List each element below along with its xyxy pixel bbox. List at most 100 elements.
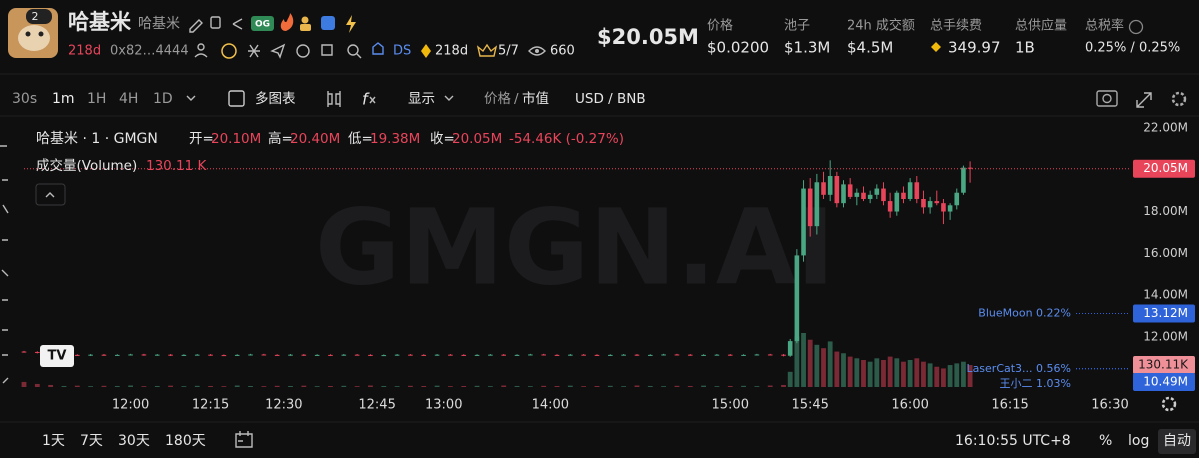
interval-tab[interactable]: 30s xyxy=(12,91,37,107)
volume-bar xyxy=(647,385,653,387)
marker-badge-text: 10.49M xyxy=(1143,375,1188,389)
candle-body xyxy=(314,354,320,356)
coin-icon xyxy=(931,42,941,52)
avatar-badge-count: 2 xyxy=(32,10,39,23)
candle-body xyxy=(647,354,653,356)
market-value-toggle[interactable]: 市值 xyxy=(522,90,549,107)
volume-bar xyxy=(907,360,913,387)
candle-body xyxy=(727,354,733,356)
volume-bar xyxy=(181,386,187,387)
stat-value: 349.97 xyxy=(948,39,1001,57)
log-toggle[interactable]: log xyxy=(1128,433,1149,449)
volume-bar xyxy=(814,344,820,387)
candle-body xyxy=(234,354,240,356)
volume-bar xyxy=(461,385,467,387)
fullscreen-icon[interactable] xyxy=(1136,92,1152,108)
volume-bar xyxy=(567,385,573,387)
stat-label: 24h 成交额 xyxy=(847,18,915,34)
volume-bar xyxy=(141,386,147,387)
candle-body xyxy=(421,354,427,356)
stat-label: 总供应量 xyxy=(1015,18,1067,34)
screenshot-icon[interactable] xyxy=(1096,90,1118,107)
range-tab[interactable]: 7天 xyxy=(80,433,103,449)
goto-date-icon[interactable] xyxy=(235,431,253,448)
token-address[interactable]: 0x82…4444 xyxy=(110,44,189,59)
token-age: 218d xyxy=(68,44,101,59)
price-badge xyxy=(1133,159,1195,178)
range-tab[interactable]: 1天 xyxy=(42,433,65,449)
volume-bar xyxy=(368,385,373,387)
chevron[interactable] xyxy=(186,95,196,101)
volume-bar xyxy=(88,386,94,387)
stat-label: 总税率 xyxy=(1085,18,1124,34)
ds-label[interactable]: DS xyxy=(393,44,411,59)
site-icon[interactable] xyxy=(296,44,310,58)
range-tab[interactable]: 180天 xyxy=(165,433,206,449)
edit-icon[interactable] xyxy=(189,19,203,33)
telegram-icon[interactable] xyxy=(270,43,286,59)
interval-tab[interactable]: 4H xyxy=(119,91,138,107)
axis-settings-icon[interactable] xyxy=(1161,396,1177,412)
candle-body xyxy=(101,354,107,356)
interval-tab[interactable]: 1D xyxy=(153,91,173,107)
candle-body xyxy=(381,355,387,357)
candle-body xyxy=(954,192,960,206)
x-tick-label: 15:00 xyxy=(712,398,749,413)
auto-toggle[interactable]: 自动 xyxy=(1163,433,1191,449)
copy-icon[interactable] xyxy=(210,16,221,29)
candle-body xyxy=(261,354,267,356)
candle-body xyxy=(194,354,200,356)
post-icon[interactable] xyxy=(321,44,333,56)
volume-bar xyxy=(74,385,80,387)
volume-bar xyxy=(947,365,953,387)
interval-tab[interactable]: 1H xyxy=(87,91,106,107)
indicator-icon[interactable]: f xyxy=(362,90,370,109)
candle-body xyxy=(328,354,333,356)
candle-body xyxy=(75,354,80,356)
warning-icon[interactable] xyxy=(221,43,237,59)
token-name: 哈基米 xyxy=(68,10,132,34)
eye-icon xyxy=(528,46,546,56)
range-tab[interactable]: 30天 xyxy=(118,433,150,449)
volume-bar xyxy=(967,365,973,387)
tv-logo[interactable] xyxy=(40,345,74,367)
watermark: GMGN.AI xyxy=(315,186,835,308)
volume-bar xyxy=(821,348,826,387)
checkbox[interactable] xyxy=(228,90,245,107)
candle-body xyxy=(787,341,793,356)
interval-tab[interactable]: 1m xyxy=(52,91,75,107)
volume-bar xyxy=(961,361,966,387)
volume-bar xyxy=(674,385,680,387)
currency-toggle[interactable]: USD / BNB xyxy=(575,91,646,107)
share-icon[interactable] xyxy=(232,18,243,30)
display-menu[interactable]: 显示 xyxy=(408,91,435,107)
price-toggle[interactable]: 价格 xyxy=(484,91,511,107)
collapse-button[interactable] xyxy=(35,183,66,206)
stat-value: $4.5M xyxy=(847,39,893,57)
candle-type-icon[interactable] xyxy=(327,91,341,107)
candle-body xyxy=(394,354,400,356)
volume-bar xyxy=(914,358,920,387)
x-tick-label: 12:00 xyxy=(112,398,149,413)
volume-bar xyxy=(114,385,120,387)
search-icon[interactable] xyxy=(347,44,359,56)
candle-body xyxy=(687,354,693,356)
candle-body xyxy=(741,354,746,356)
multi-chart[interactable]: 多图表 xyxy=(255,90,296,107)
volume-bar xyxy=(208,385,213,387)
volume-bar xyxy=(301,385,307,387)
candle-body xyxy=(794,255,800,342)
dev-icon[interactable] xyxy=(197,43,205,51)
candle-body xyxy=(621,354,626,356)
help-icon[interactable] xyxy=(1128,19,1144,35)
volume-bar xyxy=(661,386,667,387)
chevron[interactable] xyxy=(444,95,454,101)
x-tick-label: 13:00 xyxy=(425,398,462,413)
settings-icon[interactable] xyxy=(1171,91,1187,107)
volume-bar xyxy=(581,386,587,387)
snipe-icon[interactable] xyxy=(248,44,260,58)
percent-toggle[interactable]: % xyxy=(1099,433,1112,449)
drawing-tools[interactable] xyxy=(0,145,9,384)
y-tick-label: 12.00M xyxy=(1143,329,1188,343)
volume-bar xyxy=(767,385,773,387)
